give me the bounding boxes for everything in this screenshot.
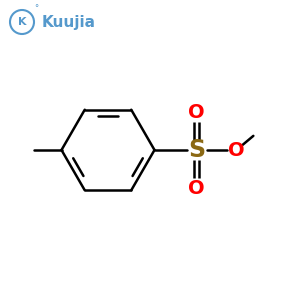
Text: Kuujia: Kuujia [42, 14, 96, 29]
Text: °: ° [34, 4, 38, 14]
Text: O: O [188, 178, 205, 197]
Text: S: S [188, 138, 205, 162]
Text: O: O [228, 140, 245, 160]
Text: K: K [18, 17, 26, 27]
Text: O: O [188, 103, 205, 122]
